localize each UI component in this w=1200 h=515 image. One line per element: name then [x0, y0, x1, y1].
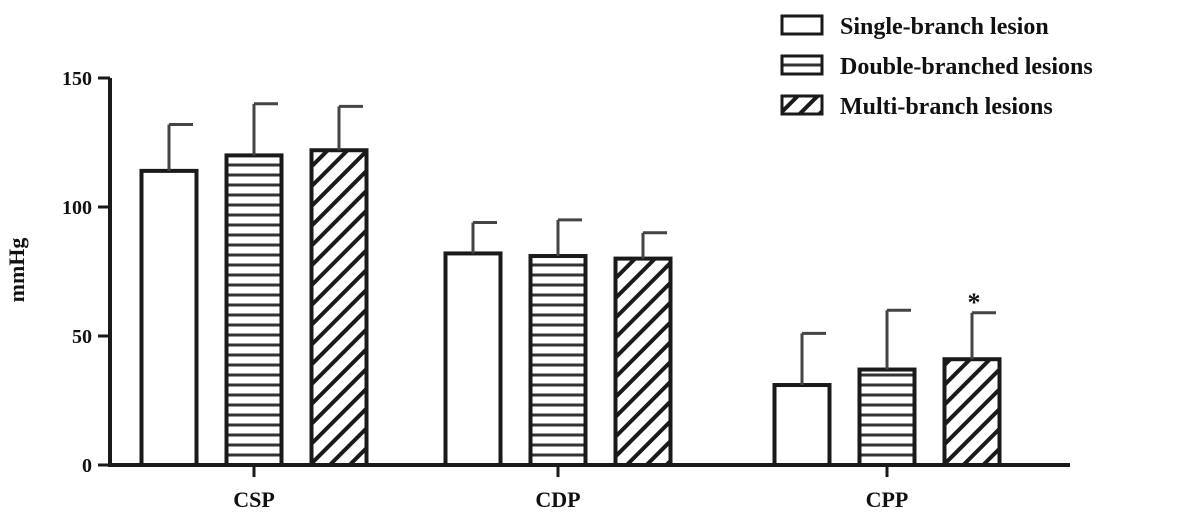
bar-cpp-series-2: [857, 367, 917, 468]
bar-cpp-series-1: [772, 383, 832, 467]
y-tick-label: 100: [62, 197, 92, 219]
labels: 0 50 100 150 CSP CDP CPP *: [62, 68, 981, 512]
bar-cpp-series-3: [942, 357, 1002, 467]
legend-swatch-3: [780, 94, 824, 116]
category-label-csp: CSP: [233, 487, 275, 512]
bars: [139, 148, 1002, 468]
y-axis-label: mmHg: [4, 238, 29, 303]
legend-label-3: Multi-branch lesions: [840, 94, 1053, 120]
bar-csp-series-1: [139, 168, 199, 467]
bar-csp-series-2: [224, 153, 284, 467]
y-tick-label: 150: [62, 68, 92, 90]
bar-cdp-series-1: [443, 251, 503, 467]
legend-label-2: Double-branched lesions: [840, 54, 1093, 80]
y-tick-label: 50: [72, 326, 92, 348]
legend: Single-branch lesion Double-branched lesi…: [780, 14, 1093, 120]
bar-cdp-series-2: [528, 254, 588, 467]
category-label-cdp: CDP: [535, 487, 580, 512]
category-label-cpp: CPP: [866, 487, 909, 512]
bar-csp-series-3: [309, 148, 369, 468]
legend-label-1: Single-branch lesion: [840, 14, 1049, 40]
legend-swatch-1: [780, 14, 824, 36]
bar-cdp-series-3: [613, 256, 673, 467]
y-tick-label: 0: [82, 455, 92, 477]
legend-swatch-2: [780, 54, 824, 76]
significance-marker: *: [968, 288, 981, 317]
error-bars: [167, 102, 996, 386]
